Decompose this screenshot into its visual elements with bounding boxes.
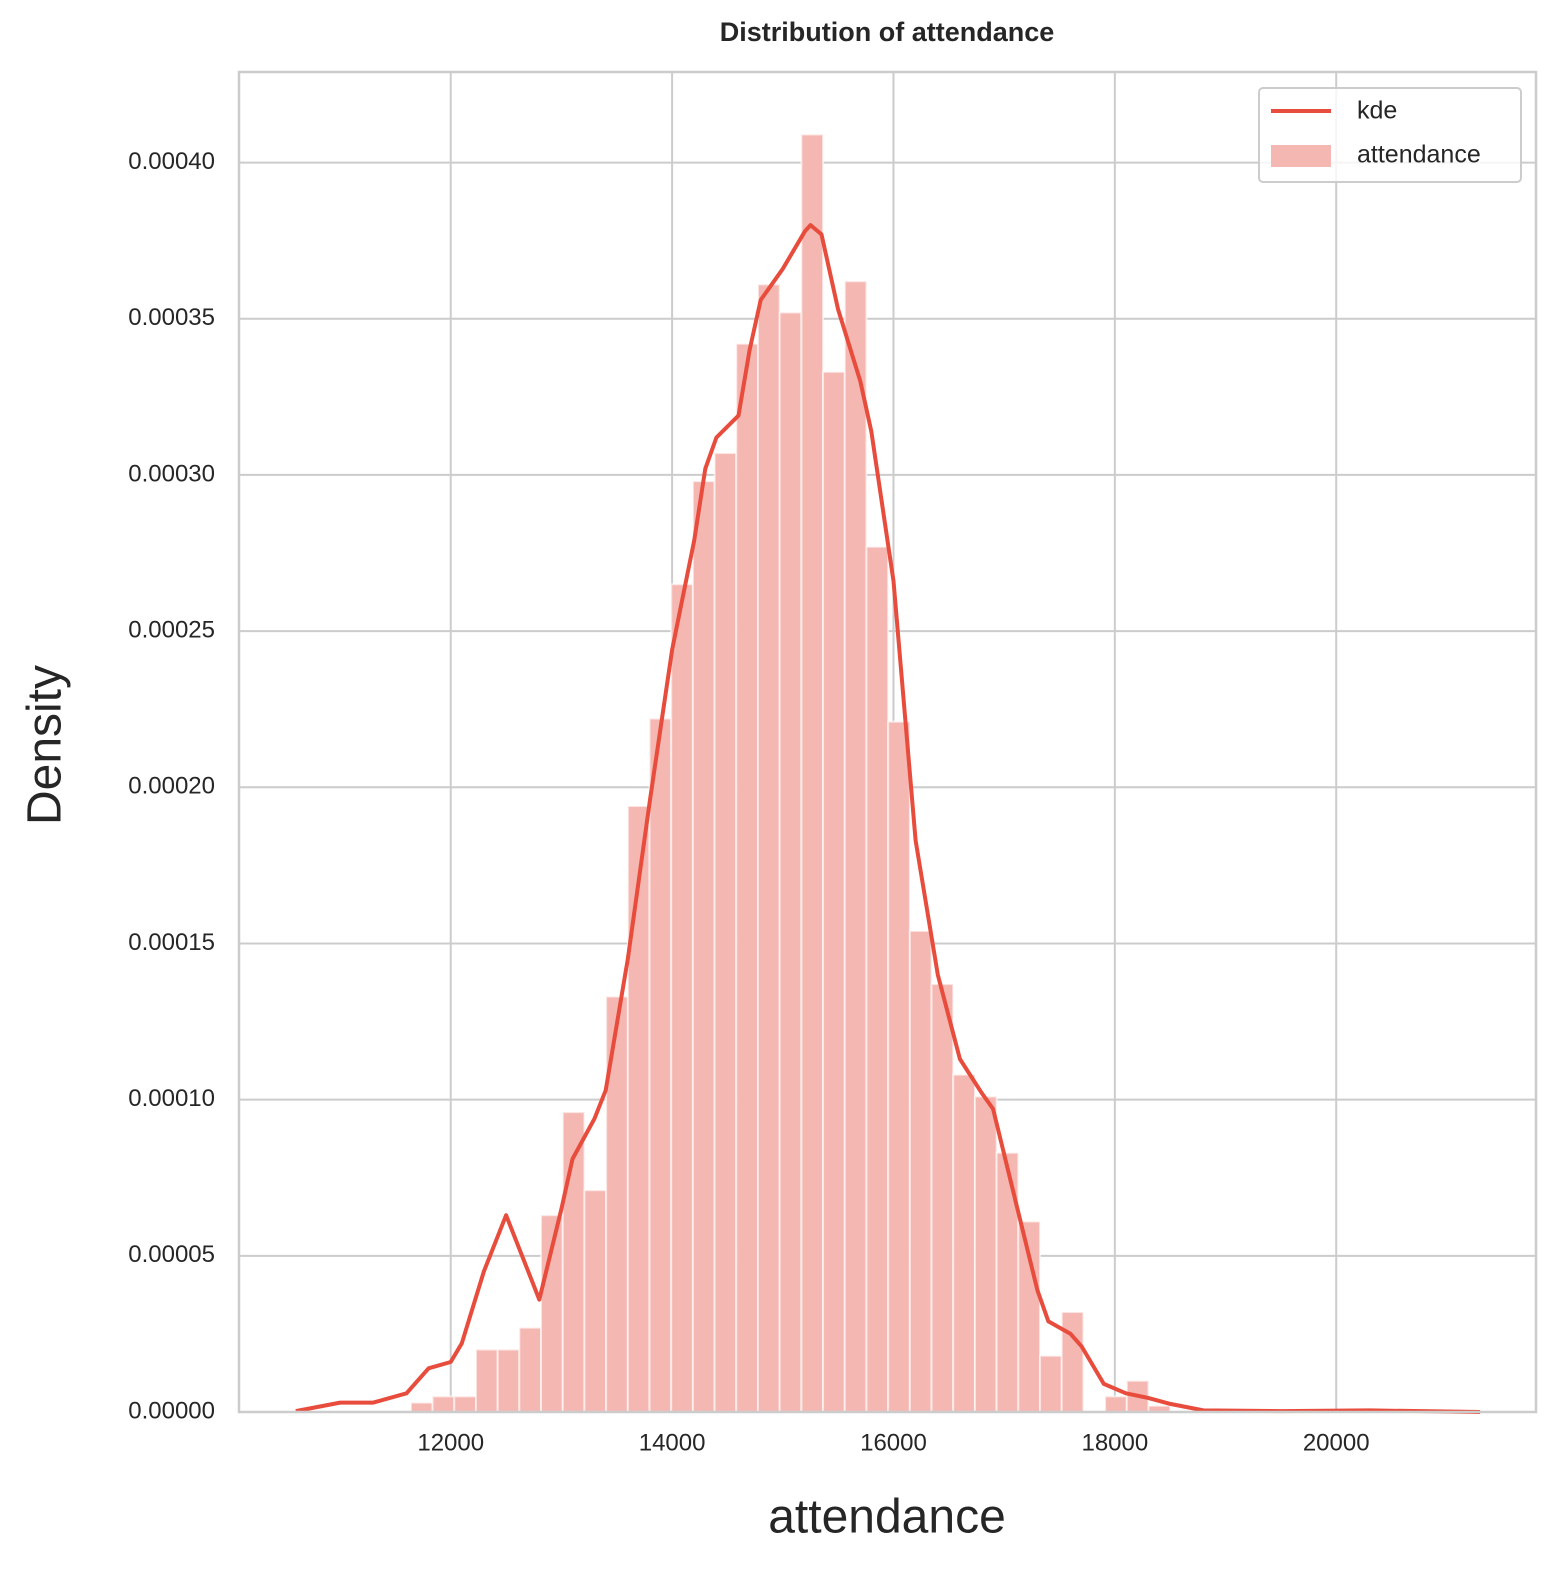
y-tick-label: 0.00035 xyxy=(128,304,215,331)
histogram-bar xyxy=(474,1348,499,1414)
y-tick-label: 0.00030 xyxy=(128,460,215,487)
y-tick-label: 0.00020 xyxy=(128,773,215,800)
histogram-bar xyxy=(518,1326,543,1413)
y-tick-label: 0.00015 xyxy=(128,929,215,956)
histogram-bar xyxy=(713,452,738,1413)
x-tick-label: 16000 xyxy=(860,1429,927,1456)
histogram-bar xyxy=(800,133,825,1414)
chart-title: Distribution of attendance xyxy=(720,17,1055,47)
histogram-bar xyxy=(626,805,651,1413)
plot-frame xyxy=(237,70,1538,1414)
histogram-bar xyxy=(930,983,955,1413)
histogram-bar xyxy=(453,1395,477,1414)
x-tick-label: 18000 xyxy=(1081,1429,1148,1456)
histogram-bar xyxy=(952,1073,976,1413)
histogram-bar xyxy=(865,545,890,1413)
legend-hist-swatch xyxy=(1271,145,1331,167)
histogram-bar xyxy=(778,311,803,1413)
x-tick-label: 20000 xyxy=(1303,1429,1370,1456)
histogram-bar xyxy=(691,480,716,1413)
y-tick-label: 0.00025 xyxy=(128,616,215,643)
y-tick-label: 0.00005 xyxy=(128,1241,215,1268)
histogram-bar xyxy=(822,370,846,1414)
histogram-bar xyxy=(431,1395,456,1414)
histogram-bar xyxy=(670,583,694,1413)
y-tick-label: 0.00010 xyxy=(128,1085,215,1112)
histogram-bar xyxy=(887,720,911,1413)
histogram-bar xyxy=(1060,1311,1085,1414)
x-tick-label: 14000 xyxy=(639,1429,706,1456)
histogram-bar xyxy=(1039,1354,1063,1414)
y-axis-label: Density xyxy=(19,665,72,825)
histogram-bar xyxy=(908,929,933,1413)
histogram-bar xyxy=(973,1095,998,1413)
y-tick-label: 0.00040 xyxy=(128,148,215,175)
histogram-bar xyxy=(583,1189,608,1413)
histogram-bar xyxy=(496,1348,521,1414)
histogram-bar xyxy=(648,717,673,1413)
histogram-bar xyxy=(1104,1395,1128,1414)
histogram-bar xyxy=(409,1401,434,1414)
x-tick-label: 12000 xyxy=(417,1429,484,1456)
legend-label: attendance xyxy=(1357,141,1481,169)
histogram-bar xyxy=(735,342,759,1413)
histogram-bar xyxy=(756,283,781,1414)
legend-label: kde xyxy=(1357,97,1397,125)
x-axis-label: attendance xyxy=(768,1491,1006,1544)
y-tick-label: 0.00000 xyxy=(128,1397,215,1424)
kde-line xyxy=(295,223,1481,1414)
histogram-bar xyxy=(843,280,868,1414)
